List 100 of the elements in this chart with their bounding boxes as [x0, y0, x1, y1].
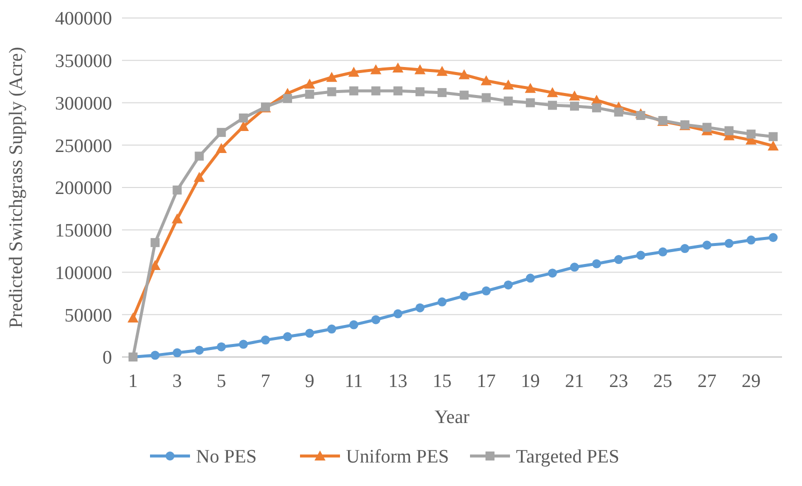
- point: [636, 110, 646, 120]
- point: [238, 340, 248, 349]
- y-tick-label: 300000: [55, 93, 112, 114]
- y-tick-label: 400000: [55, 8, 112, 30]
- point: [305, 90, 314, 99]
- x-tick-label: 17: [476, 371, 496, 392]
- point: [304, 78, 316, 89]
- point: [238, 114, 248, 123]
- point: [370, 64, 382, 74]
- y-tick-label: 250000: [55, 136, 112, 157]
- point: [172, 186, 182, 195]
- legend-label: Targeted PES: [516, 446, 620, 468]
- y-tick-label: 200000: [55, 178, 112, 200]
- point: [460, 90, 469, 100]
- point: [569, 90, 580, 100]
- x-tick-label: 27: [697, 371, 716, 392]
- point: [658, 247, 668, 256]
- x-tick-label: 19: [520, 371, 540, 392]
- point: [216, 342, 226, 352]
- point: [172, 213, 183, 224]
- legend-label: Uniform PES: [346, 446, 449, 468]
- point: [172, 348, 182, 358]
- point: [393, 86, 402, 96]
- point: [702, 240, 712, 250]
- point: [768, 132, 778, 142]
- point: [768, 233, 778, 242]
- y-axis-title: Predicted Switchgrass Supply (Acre): [6, 46, 27, 328]
- point: [371, 315, 380, 324]
- point: [680, 244, 690, 254]
- point: [128, 312, 139, 323]
- point: [768, 140, 779, 150]
- point: [216, 143, 227, 154]
- point: [260, 336, 270, 345]
- x-tick-label: 23: [609, 371, 628, 392]
- point: [636, 250, 646, 260]
- y-tick-label: 50000: [64, 305, 112, 326]
- point: [592, 103, 602, 112]
- x-tick-label: 7: [260, 371, 270, 392]
- y-tick-label: 100000: [55, 262, 112, 284]
- point: [194, 152, 204, 161]
- x-tick-label: 5: [216, 371, 226, 392]
- x-tick-label: 29: [742, 371, 761, 392]
- y-tick-label: 150000: [55, 220, 112, 242]
- point: [438, 88, 447, 98]
- point: [746, 130, 756, 139]
- x-tick-label: 11: [344, 371, 363, 392]
- point: [414, 64, 426, 74]
- point: [614, 255, 624, 264]
- point: [546, 87, 558, 98]
- point: [548, 100, 557, 110]
- point: [305, 328, 314, 338]
- point: [283, 332, 292, 342]
- point: [194, 346, 204, 355]
- point: [504, 96, 513, 106]
- point: [526, 274, 535, 283]
- point: [524, 82, 536, 93]
- x-tick-label: 3: [172, 371, 182, 392]
- point: [326, 72, 338, 82]
- point: [482, 286, 491, 296]
- point: [150, 238, 160, 248]
- point: [724, 126, 734, 136]
- point: [438, 297, 447, 306]
- y-tick-label: 0: [102, 348, 112, 369]
- point: [504, 280, 513, 290]
- y-tick-label: 350000: [55, 51, 112, 72]
- point: [746, 236, 756, 245]
- point: [348, 66, 360, 77]
- point: [216, 128, 226, 137]
- point: [570, 262, 580, 272]
- point: [548, 268, 557, 278]
- point: [194, 172, 205, 182]
- point: [436, 66, 448, 76]
- point: [702, 122, 712, 132]
- x-tick-label: 1: [128, 371, 138, 392]
- point: [480, 75, 492, 86]
- x-tick-label: 13: [388, 371, 408, 392]
- point: [349, 320, 358, 330]
- point: [327, 324, 336, 334]
- point: [614, 108, 624, 117]
- x-tick-label: 25: [653, 371, 672, 392]
- point: [327, 87, 336, 96]
- point: [392, 62, 404, 72]
- point: [526, 98, 535, 108]
- point: [460, 291, 469, 300]
- point: [349, 86, 358, 96]
- point: [283, 94, 292, 104]
- x-tick-label: 21: [565, 371, 584, 392]
- point: [371, 86, 380, 96]
- point: [482, 93, 491, 102]
- x-axis-title: Year: [434, 407, 470, 428]
- x-tick-label: 9: [304, 371, 314, 392]
- x-tick-label: 15: [432, 371, 452, 392]
- point: [592, 259, 602, 268]
- point: [458, 69, 470, 80]
- point: [150, 350, 160, 360]
- point: [502, 79, 514, 90]
- point: [724, 238, 734, 248]
- point: [150, 260, 161, 270]
- point: [415, 87, 424, 96]
- point: [393, 309, 402, 318]
